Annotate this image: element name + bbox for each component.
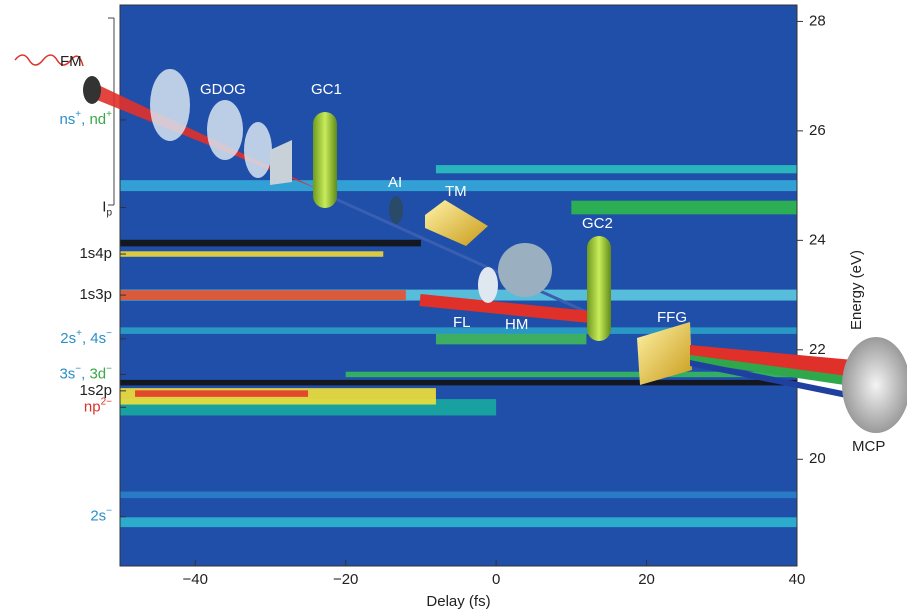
- gas-cell: [587, 236, 611, 341]
- y-tick-label: 28: [809, 12, 826, 29]
- mirror: [498, 243, 552, 297]
- schematic-label: GC1: [311, 81, 342, 98]
- mirror: [83, 76, 101, 104]
- annotation: np2−: [84, 396, 112, 415]
- beam: [690, 360, 868, 402]
- gas-cell: [313, 112, 337, 208]
- lens: [150, 69, 190, 141]
- schematic-label: GDOG: [200, 81, 246, 98]
- annotation-part: −: [106, 328, 112, 339]
- annotation: 3s−, 3d−: [59, 364, 112, 383]
- annotation-part: ,: [81, 111, 89, 128]
- annotation-part: −: [75, 364, 81, 375]
- beam: [690, 355, 878, 390]
- band: [120, 289, 797, 301]
- annotation-part: 2s: [90, 508, 106, 525]
- beam: [319, 190, 601, 320]
- band: [120, 491, 797, 499]
- annotation-part: 1s2p: [79, 382, 112, 399]
- detector: [842, 337, 907, 433]
- annotation: 2s+, 4s−: [60, 328, 112, 347]
- annotation-part: 1s4p: [79, 245, 112, 262]
- schematic-label: HM: [505, 316, 528, 333]
- schematic-label: TM: [445, 183, 467, 200]
- annotation-part: −: [106, 364, 112, 375]
- annotation-part: −: [106, 506, 112, 517]
- band: [135, 390, 309, 397]
- lens: [244, 122, 272, 178]
- band: [120, 517, 797, 528]
- lens: [207, 100, 243, 160]
- lens: [478, 267, 498, 303]
- schematic: FM GDOG GC1 AI TM GC2 FL HM FFG MCP: [14, 17, 907, 455]
- annotation-part: +: [75, 109, 81, 120]
- annotation-part: +: [76, 328, 82, 339]
- annotation: 1s4p: [79, 245, 112, 262]
- band: [120, 379, 797, 386]
- annotation: 2s−: [90, 506, 112, 525]
- annotation-part: 2−: [101, 396, 113, 407]
- annotation-part: I: [102, 198, 106, 215]
- band: [120, 251, 384, 257]
- band: [435, 165, 797, 174]
- annotation-part: ,: [81, 365, 89, 382]
- annotation-part: np: [84, 398, 101, 415]
- y-tick-label: 26: [809, 122, 826, 139]
- x-tick-label: −40: [182, 571, 207, 588]
- annotation-part: p: [106, 208, 112, 219]
- annotation: ns+, nd+: [59, 109, 112, 128]
- band: [120, 327, 797, 334]
- band: [120, 239, 421, 247]
- grating: [637, 322, 692, 385]
- y-tick-label: 20: [809, 450, 826, 467]
- band: [120, 290, 406, 301]
- band: [571, 200, 797, 215]
- mirror: [425, 200, 488, 246]
- schematic-label: FFG: [657, 309, 687, 326]
- annotation: 1s2p: [79, 382, 112, 399]
- annotation-part: nd: [89, 111, 106, 128]
- schematic-label: GC2: [582, 215, 613, 232]
- annotation: 1s3p: [79, 286, 112, 303]
- annotation-part: 1s3p: [79, 286, 112, 303]
- beam: [419, 294, 601, 324]
- schematic-label: FL: [453, 314, 471, 331]
- y-tick-label: 24: [809, 231, 826, 248]
- annotation-part: ns: [59, 111, 75, 128]
- plot-frame: [119, 4, 798, 567]
- schematic-label: FM: [60, 53, 82, 70]
- y-axis-label: Energy (eV): [848, 250, 865, 330]
- schematic-label: AI: [388, 174, 402, 191]
- annotation-part: , 4s: [82, 330, 106, 347]
- annotation: Ip: [102, 198, 112, 218]
- annotation-part: 3s: [59, 365, 75, 382]
- x-tick-label: 20: [638, 571, 655, 588]
- prism: [270, 140, 292, 185]
- band: [345, 371, 797, 378]
- annotation-part: 3d: [89, 365, 106, 382]
- band: [120, 180, 797, 192]
- band: [435, 333, 587, 345]
- x-tick-label: 0: [492, 571, 500, 588]
- pulse: [14, 54, 84, 67]
- y-tick-label: 22: [809, 341, 826, 358]
- x-tick-label: 40: [789, 571, 806, 588]
- annotation-part: 2s: [60, 330, 76, 347]
- x-tick-label: −20: [333, 571, 358, 588]
- aperture: [389, 196, 403, 224]
- schematic-label: MCP: [852, 438, 885, 455]
- x-axis-label: Delay (fs): [426, 593, 490, 610]
- heatmap-background: [120, 5, 797, 566]
- annotation-part: +: [106, 109, 112, 120]
